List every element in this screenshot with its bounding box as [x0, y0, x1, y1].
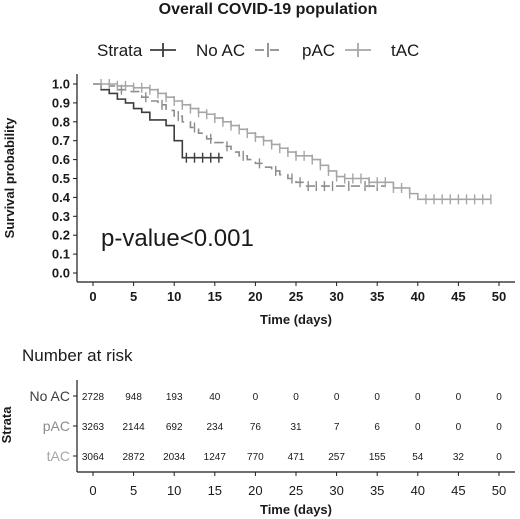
risk-cell: 0 — [415, 422, 421, 433]
risk-cell: 0 — [456, 422, 462, 433]
risk-x-tick-label: 5 — [130, 483, 137, 498]
risk-cell: 40 — [209, 392, 221, 403]
x-tick-label: 15 — [208, 289, 222, 304]
risk-x-tick-label: 30 — [329, 483, 343, 498]
legend: Strata No AC pAC tAC — [97, 41, 419, 60]
risk-table-title: Number at risk — [22, 346, 133, 365]
risk-x-tick-label: 50 — [492, 483, 506, 498]
risk-cell: 2872 — [122, 452, 145, 463]
y-tick-label: 0.7 — [52, 133, 70, 148]
km-curve-pac — [93, 83, 386, 187]
y-tick-label: 0.4 — [52, 190, 71, 205]
risk-x-tick-label: 45 — [451, 483, 465, 498]
risk-x-tick-label: 0 — [89, 483, 96, 498]
y-axis-title: Survival probability — [2, 117, 17, 238]
risk-cell: 1247 — [204, 452, 227, 463]
y-tick-label: 0.6 — [52, 152, 70, 167]
risk-cell: 3064 — [82, 452, 105, 463]
risk-x-tick-label: 10 — [167, 483, 181, 498]
risk-row-label: tAC — [47, 448, 70, 464]
x-tick-label: 5 — [130, 289, 137, 304]
survival-plot: 0.0 0.1 0.2 0.3 0.4 0.5 0.6 0.7 0.8 0.9 1.0 0 5 10 15 2… — [52, 74, 515, 327]
x-tick-label: 35 — [370, 289, 384, 304]
legend-label: pAC — [302, 41, 335, 60]
chart-title: Overall COVID-19 population — [159, 1, 378, 18]
legend-label: No AC — [196, 41, 245, 60]
risk-table: No AC 2728 948 193 40 0 0 0 0 0 0 0 pAC 3263 2144 692 23… — [30, 380, 515, 517]
risk-y-axis-title: Strata — [0, 406, 14, 444]
risk-cell: 0 — [496, 392, 502, 403]
x-tick-label: 0 — [89, 289, 96, 304]
risk-cell: 193 — [166, 392, 183, 403]
risk-cell: 0 — [374, 392, 380, 403]
y-tick-label: 0.0 — [52, 266, 70, 281]
y-tick-label: 0.3 — [52, 209, 70, 224]
y-tick-label: 0.9 — [52, 95, 70, 110]
legend-label: tAC — [391, 41, 419, 60]
risk-x-axis-title: Time (days) — [260, 502, 332, 517]
risk-cell: 31 — [290, 422, 302, 433]
risk-x-tick-label: 25 — [289, 483, 303, 498]
x-tick-label: 20 — [248, 289, 262, 304]
x-tick-label: 40 — [411, 289, 425, 304]
y-tick-label: 0.5 — [52, 171, 70, 186]
km-curve-tac — [93, 83, 491, 201]
risk-cell: 32 — [453, 452, 465, 463]
risk-cell: 155 — [369, 452, 386, 463]
legend-title: Strata — [97, 41, 143, 60]
risk-cell: 76 — [250, 422, 262, 433]
risk-cell: 257 — [328, 452, 345, 463]
y-tick-label: 0.2 — [52, 228, 70, 243]
x-axis-title: Time (days) — [260, 312, 332, 327]
risk-cell: 3263 — [82, 422, 105, 433]
risk-cell: 234 — [206, 422, 223, 433]
x-tick-label: 45 — [451, 289, 465, 304]
risk-x-tick-label: 15 — [208, 483, 222, 498]
risk-cell: 0 — [496, 422, 502, 433]
x-tick-label: 10 — [167, 289, 181, 304]
risk-cell: 0 — [415, 392, 421, 403]
x-tick-label: 50 — [492, 289, 506, 304]
risk-cell: 0 — [496, 452, 502, 463]
risk-cell: 948 — [125, 392, 142, 403]
y-tick-label: 0.1 — [52, 247, 70, 262]
y-tick-label: 1.0 — [52, 77, 70, 92]
risk-row-label: No AC — [30, 388, 70, 404]
risk-cell: 0 — [253, 392, 259, 403]
risk-x-tick-label: 20 — [248, 483, 262, 498]
km-curve-no-ac — [93, 83, 223, 159]
risk-cell: 7 — [334, 422, 340, 433]
risk-cell: 2034 — [163, 452, 186, 463]
risk-cell: 2728 — [82, 392, 105, 403]
risk-cell: 0 — [456, 392, 462, 403]
risk-cell: 6 — [374, 422, 380, 433]
risk-row-label: pAC — [43, 418, 70, 434]
y-tick-label: 0.8 — [52, 114, 70, 129]
p-value-annotation: p-value<0.001 — [101, 225, 254, 252]
risk-cell: 0 — [334, 392, 340, 403]
risk-cell: 692 — [166, 422, 183, 433]
risk-cell: 2144 — [122, 422, 145, 433]
risk-cell: 54 — [412, 452, 424, 463]
risk-x-tick-label: 40 — [411, 483, 425, 498]
risk-cell: 471 — [288, 452, 305, 463]
x-tick-label: 30 — [329, 289, 343, 304]
risk-cell: 0 — [293, 392, 299, 403]
risk-x-tick-label: 35 — [370, 483, 384, 498]
risk-cell: 770 — [247, 452, 264, 463]
x-tick-label: 25 — [289, 289, 303, 304]
